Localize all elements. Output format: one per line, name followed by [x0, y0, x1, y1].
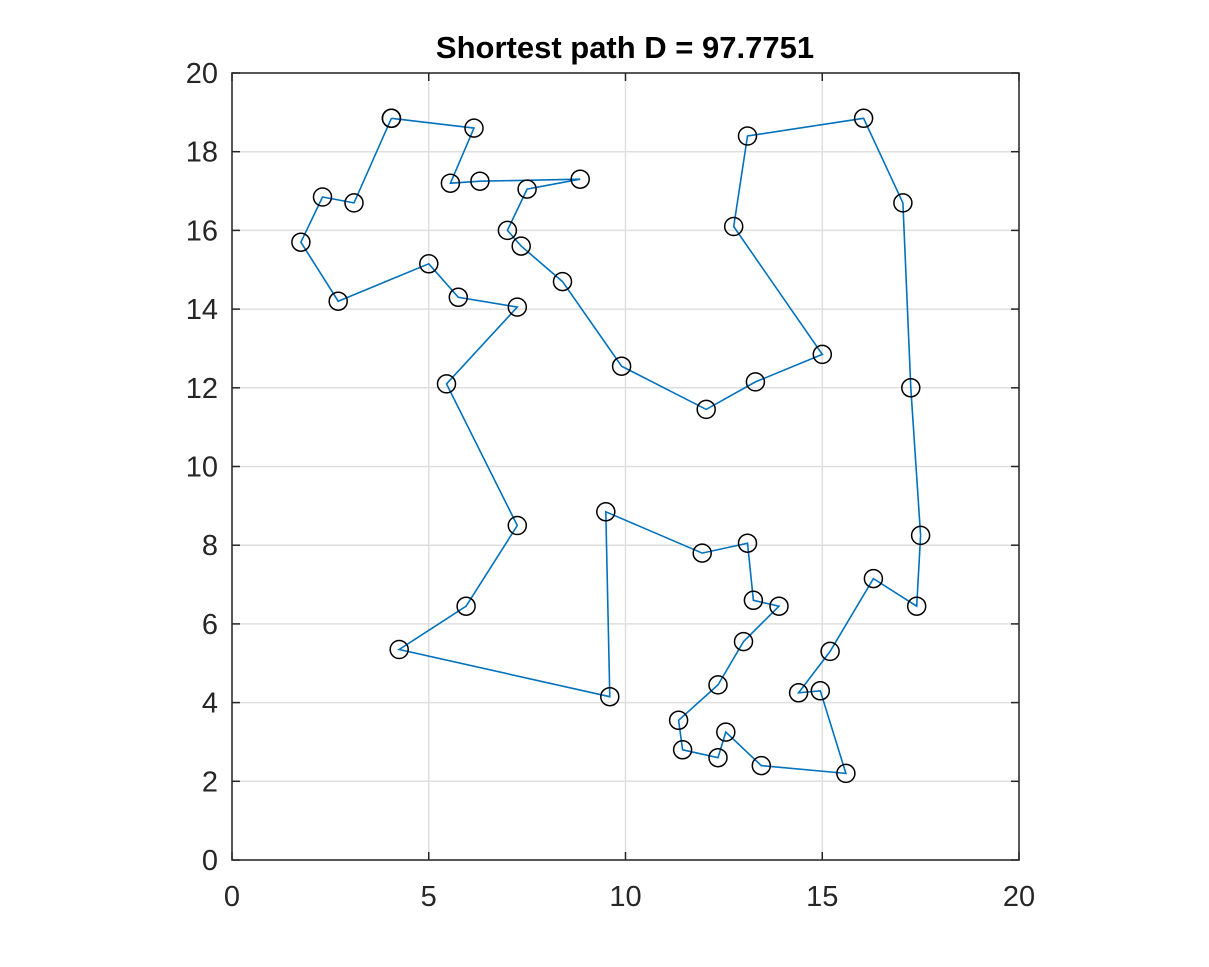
data-point-marker [312, 187, 333, 207]
y-tick-label: 12 [186, 373, 218, 405]
data-point-marker [737, 533, 758, 553]
data-point-marker [456, 596, 476, 616]
y-tick-label: 20 [186, 58, 218, 90]
x-tick-label: 5 [421, 881, 437, 913]
data-point-marker [291, 232, 311, 252]
y-tick-labels: 0 2 4 6 8 10 12 14 16 18 20 [186, 58, 218, 877]
data-point-marker [901, 378, 921, 398]
data-point-marker [769, 596, 789, 616]
data-point-marker [436, 374, 457, 394]
series-group [299, 117, 922, 775]
data-point-marker [788, 683, 809, 703]
data-point-marker [381, 108, 402, 129]
data-point-marker [389, 639, 409, 660]
markers-group [291, 108, 931, 784]
data-point-marker [672, 740, 693, 760]
data-point-marker [708, 747, 728, 768]
x-tick-labels: 0 5 10 15 20 [224, 881, 1035, 913]
data-point-marker [696, 399, 716, 420]
data-point-marker [511, 236, 531, 256]
y-tick-label: 18 [186, 137, 218, 169]
data-point-marker [863, 568, 884, 589]
data-point-marker [716, 722, 736, 742]
data-point-marker [836, 763, 856, 784]
data-point-marker [745, 372, 766, 392]
data-point-marker [708, 675, 728, 695]
data-point-marker [692, 543, 712, 563]
data-point-marker [810, 681, 831, 701]
y-tick-label: 2 [202, 766, 218, 798]
x-tick-label: 10 [609, 881, 641, 913]
y-tick-label: 4 [202, 688, 218, 720]
data-point-marker [470, 171, 490, 191]
data-point-marker [464, 118, 484, 138]
data-point-marker [910, 525, 931, 546]
y-tick-label: 6 [202, 609, 218, 641]
data-point-marker [611, 356, 632, 376]
series-line [299, 117, 922, 775]
data-point-marker [743, 590, 764, 611]
ticks [231, 72, 1020, 861]
data-point-marker [328, 291, 348, 311]
data-point-marker [751, 755, 772, 776]
y-tick-label: 14 [186, 294, 218, 326]
data-point-marker [440, 173, 461, 193]
data-point-marker [552, 271, 573, 292]
chart-title: Shortest path D = 97.7751 [436, 30, 814, 65]
data-point-marker [517, 179, 537, 199]
data-point-marker [507, 515, 528, 536]
data-point-marker [419, 254, 439, 274]
data-point-marker [893, 193, 913, 213]
y-tick-label: 10 [186, 452, 218, 484]
data-point-marker [812, 344, 833, 365]
data-point-marker [507, 297, 528, 317]
data-point-marker [733, 631, 754, 652]
data-point-marker [448, 287, 469, 308]
x-tick-label: 20 [1003, 881, 1035, 913]
data-point-marker [600, 686, 620, 707]
data-point-marker [853, 108, 874, 129]
data-point-marker [737, 126, 758, 146]
data-point-marker [570, 169, 590, 189]
y-tick-label: 0 [202, 845, 218, 877]
y-tick-label: 16 [186, 215, 218, 247]
x-tick-label: 0 [224, 881, 240, 913]
data-point-marker [820, 641, 840, 662]
data-point-marker [668, 710, 689, 731]
x-tick-label: 15 [806, 881, 838, 913]
data-point-marker [344, 193, 364, 213]
data-point-marker [906, 596, 927, 616]
y-tick-label: 8 [202, 530, 218, 562]
data-point-marker [723, 216, 744, 237]
data-point-marker [497, 220, 518, 241]
data-point-marker [596, 502, 616, 522]
